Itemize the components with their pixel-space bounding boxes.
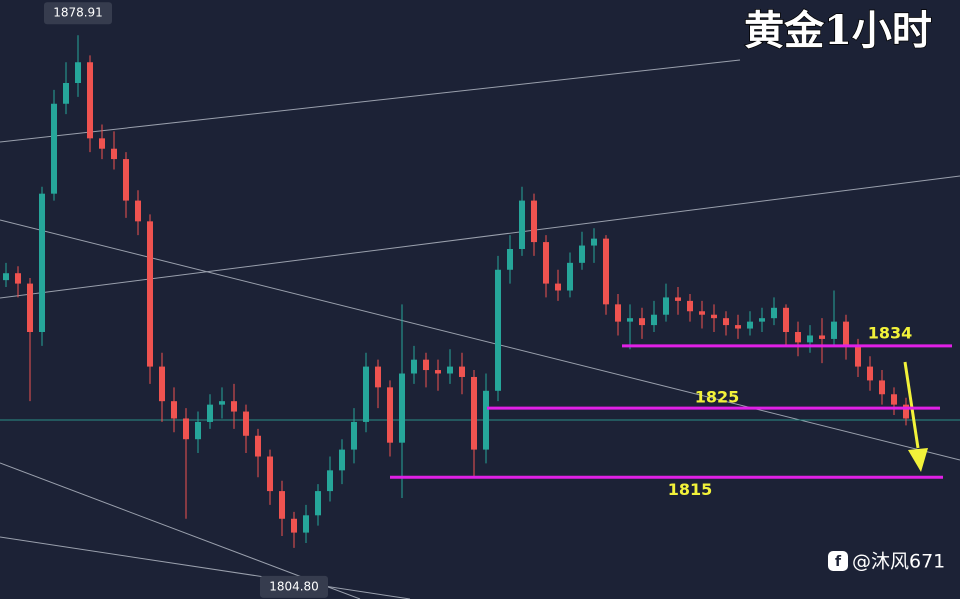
candle-body — [711, 314, 717, 319]
candle-body — [783, 307, 789, 333]
candle-body — [843, 321, 849, 346]
candle-body — [51, 103, 57, 194]
candle-body — [159, 366, 165, 402]
candle-body — [435, 370, 441, 374]
candle-body — [99, 138, 105, 149]
high-label-box — [44, 2, 112, 25]
candle-body — [135, 200, 141, 222]
candle-body — [495, 269, 501, 391]
trend-line — [0, 59, 741, 143]
candle-body — [87, 62, 93, 139]
trend-line — [0, 536, 411, 599]
candle-body — [447, 366, 453, 374]
watermark-text: @沐风671 — [852, 551, 945, 573]
candle-body — [603, 238, 609, 305]
candle-body — [375, 366, 381, 388]
candle-body — [303, 515, 309, 533]
candle-body — [687, 300, 693, 312]
arrow-head — [908, 448, 928, 472]
candle-body — [75, 62, 81, 84]
candle-body — [231, 401, 237, 412]
candle-body — [531, 200, 537, 243]
trend-lines — [0, 59, 960, 599]
candle-body — [15, 273, 21, 284]
candle-body — [243, 411, 249, 436]
low-label-box — [260, 575, 328, 598]
candle-body — [363, 366, 369, 422]
candle-body — [399, 373, 405, 443]
candle-body — [663, 297, 669, 315]
candle-body — [699, 311, 705, 315]
candle-body — [747, 321, 753, 329]
candle-body — [651, 314, 657, 326]
candle-body — [459, 366, 465, 377]
high-label: 1878.91 — [53, 6, 103, 20]
candle-body — [735, 325, 741, 329]
candle-body — [411, 359, 417, 374]
candle-body — [591, 238, 597, 246]
candle-body — [855, 345, 861, 367]
candle-body — [867, 366, 873, 381]
chart-title: 黄金1小时 — [744, 7, 932, 54]
candle-body — [423, 359, 429, 371]
candle-body — [519, 200, 525, 250]
candle-body — [123, 159, 129, 201]
candle-body — [759, 318, 765, 322]
candle-body — [291, 518, 297, 533]
candle-body — [387, 387, 393, 443]
candle-body — [183, 418, 189, 440]
candle-body — [891, 394, 897, 405]
candle-body — [819, 335, 825, 339]
candles — [3, 35, 909, 548]
candle-body — [795, 332, 801, 343]
candle-body — [351, 421, 357, 450]
candle-body — [675, 297, 681, 301]
support-level-label: 1825 — [695, 388, 740, 407]
candle-body — [147, 221, 153, 367]
support-level-label: 1815 — [668, 480, 713, 499]
candle-body — [483, 390, 489, 450]
candle-body — [543, 242, 549, 284]
candle-body — [207, 404, 213, 422]
candle-body — [831, 321, 837, 339]
candle-body — [255, 435, 261, 457]
candle-body — [219, 401, 225, 405]
candle-body — [39, 193, 45, 333]
candle-body — [879, 380, 885, 395]
candle-body — [195, 421, 201, 440]
candle-body — [627, 318, 633, 322]
trend-line — [0, 175, 960, 299]
candle-body — [315, 491, 321, 516]
candle-body — [171, 401, 177, 419]
candle-body — [555, 283, 561, 291]
candle-body — [279, 491, 285, 519]
candle-body — [507, 249, 513, 270]
candle-body — [771, 307, 777, 319]
watermark-icon-glyph: f — [835, 554, 842, 570]
arrow-shaft — [903, 361, 920, 449]
candle-body — [579, 245, 585, 263]
candle-body — [807, 335, 813, 343]
candle-body — [27, 283, 33, 333]
candle-body — [639, 318, 645, 326]
arrow — [903, 361, 928, 472]
candle-body — [63, 83, 69, 104]
candle-body — [615, 304, 621, 322]
candle-body — [267, 456, 273, 492]
candle-body — [471, 376, 477, 450]
candle-body — [723, 318, 729, 326]
low-label: 1804.80 — [269, 579, 319, 593]
candle-body — [3, 273, 9, 281]
candle-body — [903, 404, 909, 419]
candle-body — [567, 262, 573, 291]
candle-body — [327, 470, 333, 492]
watermark: f @沐风671 — [828, 551, 945, 573]
candle-body — [111, 148, 117, 160]
support-level-label: 1834 — [868, 323, 913, 342]
watermark-icon — [828, 551, 848, 571]
candle-body — [339, 449, 345, 471]
